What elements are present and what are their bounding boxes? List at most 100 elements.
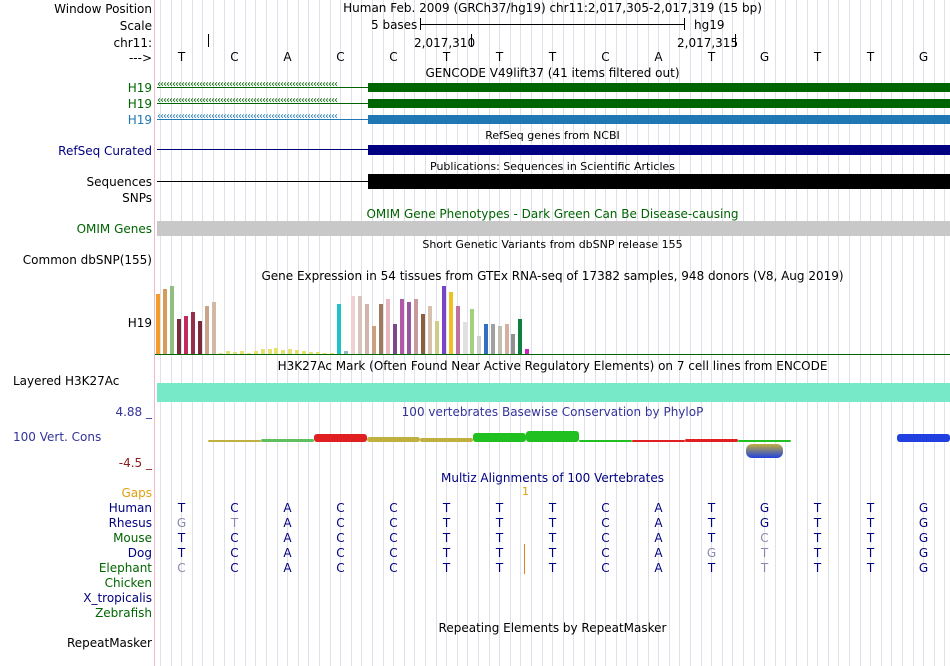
snps-label[interactable]: SNPs (122, 191, 152, 205)
gtex-bar[interactable] (518, 319, 523, 354)
gtex-bar[interactable] (469, 309, 474, 354)
gtex-bar[interactable] (504, 324, 509, 354)
grid-line (923, 0, 924, 666)
grid-line (870, 0, 871, 666)
alignment-base: T (495, 531, 504, 545)
gtex-bar[interactable] (239, 351, 244, 354)
publications-label[interactable]: Sequences (86, 175, 152, 189)
gtex-bar[interactable] (337, 304, 342, 354)
gtex-bar[interactable] (476, 336, 481, 354)
track-label-column: Window Position Scale chr11: ---> H19 H1… (0, 0, 155, 666)
gtex-bar[interactable] (351, 296, 356, 354)
gtex-bar[interactable] (253, 351, 258, 354)
refseq-exon[interactable] (368, 145, 950, 155)
gtex-bar[interactable] (420, 314, 425, 354)
grid-line (891, 0, 892, 666)
gtex-bar[interactable] (246, 353, 251, 354)
gtex-label[interactable]: H19 (127, 316, 152, 330)
h3k27ac-bar[interactable] (157, 383, 950, 402)
scale-text: 5 bases (371, 18, 418, 32)
gtex-bar[interactable] (483, 324, 488, 354)
gtex-bar[interactable] (365, 304, 370, 354)
h3k27ac-label[interactable]: Layered H3K27Ac (13, 374, 120, 388)
gtex-bar[interactable] (260, 349, 265, 354)
conservation-glyph (367, 437, 420, 442)
gtex-bar[interactable] (379, 304, 384, 354)
gtex-bar[interactable] (225, 351, 230, 354)
gencode-label-3[interactable]: H19 (127, 113, 152, 127)
omim-label[interactable]: OMIM Genes (76, 222, 152, 236)
publications-block[interactable] (368, 174, 950, 189)
gtex-bar[interactable] (176, 319, 181, 354)
alignment-base: A (654, 561, 663, 575)
gtex-bar[interactable] (288, 349, 293, 354)
gtex-bar[interactable] (427, 306, 432, 354)
gtex-bar[interactable] (358, 296, 363, 354)
gtex-bar[interactable] (413, 299, 418, 354)
gtex-bar[interactable] (441, 286, 446, 354)
gtex-bar[interactable] (183, 316, 188, 354)
grid-line (807, 0, 808, 666)
gtex-bar[interactable] (156, 294, 160, 354)
gtex-bar[interactable] (511, 334, 516, 354)
gtex-bar[interactable] (218, 353, 223, 354)
gtex-bar[interactable] (330, 353, 335, 354)
gtex-bar[interactable] (316, 352, 321, 354)
grid-line (277, 0, 278, 666)
gtex-bar[interactable] (302, 351, 307, 354)
gencode-label-1[interactable]: H19 (127, 81, 152, 95)
alignment-base: T (495, 561, 504, 575)
gtex-bar[interactable] (197, 321, 202, 354)
repeatmasker-title: Repeating Elements by RepeatMasker (438, 621, 667, 635)
alignment-base: C (760, 531, 769, 545)
gtex-bar[interactable] (434, 321, 439, 354)
gtex-bar[interactable] (323, 353, 328, 354)
gtex-bar[interactable] (462, 322, 467, 354)
gtex-bar[interactable] (525, 349, 530, 354)
grid-line (595, 0, 596, 666)
gtex-bar[interactable] (190, 312, 195, 354)
gtex-chart[interactable] (155, 284, 535, 354)
gtex-bar[interactable] (274, 348, 279, 354)
gtex-bar[interactable] (399, 299, 404, 354)
ruler-tick-start (208, 34, 209, 47)
gtex-bar[interactable] (392, 324, 397, 354)
gtex-bar[interactable] (309, 352, 314, 354)
gtex-bar[interactable] (204, 306, 209, 354)
species-label: Mouse (113, 531, 152, 545)
gtex-bar[interactable] (281, 350, 286, 354)
gtex-bar[interactable] (267, 349, 272, 354)
alignment-base: C (601, 531, 610, 545)
gencode-exon[interactable] (368, 99, 950, 108)
gencode-label-2[interactable]: H19 (127, 97, 152, 111)
gtex-bar[interactable] (448, 292, 453, 354)
gtex-bar[interactable] (169, 286, 174, 354)
gtex-bar[interactable] (386, 299, 390, 354)
omim-bar[interactable] (157, 221, 950, 236)
gtex-bar[interactable] (295, 350, 300, 354)
gtex-bar[interactable] (372, 326, 377, 354)
conservation-label[interactable]: 100 Vert. Cons (13, 430, 102, 444)
dbsnp-label[interactable]: Common dbSNP(155) (22, 253, 152, 267)
alignment-base: T (866, 516, 875, 530)
gtex-bar[interactable] (232, 352, 237, 354)
gencode-exon[interactable] (368, 83, 950, 92)
alignment-base: C (336, 531, 345, 545)
conservation-title: 100 vertebrates Basewise Conservation by… (401, 405, 704, 419)
refseq-label[interactable]: RefSeq Curated (58, 144, 152, 158)
alignment-base: T (442, 546, 451, 560)
gtex-baseline (155, 354, 950, 355)
gencode-exon[interactable] (368, 115, 950, 124)
gtex-bar[interactable] (344, 351, 349, 354)
gtex-bar[interactable] (406, 302, 411, 354)
gtex-bar[interactable] (490, 324, 495, 354)
gtex-bar[interactable] (497, 326, 502, 354)
grid-line (944, 0, 945, 666)
alignment-base: T (707, 501, 716, 515)
browser-image[interactable]: Human Feb. 2009 (GRCh37/hg19) chr11:2,01… (155, 0, 950, 666)
grid-line (202, 0, 203, 666)
gtex-bar[interactable] (211, 302, 216, 354)
repeatmasker-label[interactable]: RepeatMasker (66, 636, 152, 650)
gtex-bar[interactable] (162, 289, 167, 354)
gtex-bar[interactable] (455, 306, 460, 354)
